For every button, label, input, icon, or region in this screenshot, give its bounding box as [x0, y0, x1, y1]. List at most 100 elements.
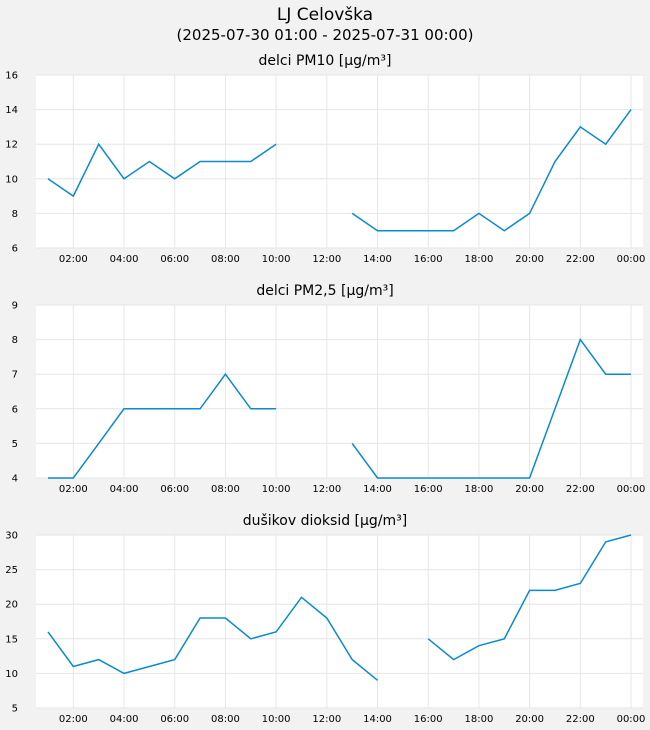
pm25-data-point: [553, 407, 557, 411]
pm10-data-point: [502, 229, 506, 233]
no2-plot-area: [36, 535, 643, 708]
pm10-data-point: [223, 160, 227, 164]
x-tick-label: 10:00: [262, 254, 291, 265]
x-tick-label: 16:00: [414, 254, 443, 265]
y-tick-label: 9: [12, 301, 18, 312]
x-tick-label: 14:00: [363, 714, 392, 725]
pm10-data-point: [274, 142, 278, 146]
page-title: LJ Celovška: [277, 5, 373, 25]
x-tick-label: 20:00: [515, 714, 544, 725]
x-tick-label: 22:00: [566, 484, 595, 495]
pm25-data-point: [274, 407, 278, 411]
y-tick-label: 20: [5, 600, 18, 611]
pm25-data-point: [578, 338, 582, 342]
x-tick-label: 10:00: [262, 484, 291, 495]
x-tick-label: 16:00: [414, 714, 443, 725]
pm25-chart-title: delci PM2,5 [µg/m³]: [256, 283, 393, 299]
pm10-data-point: [528, 211, 532, 215]
pm25-data-point: [528, 476, 532, 480]
pm10-data-point: [122, 177, 126, 181]
no2-data-point: [629, 533, 633, 537]
y-tick-label: 5: [12, 704, 18, 715]
x-tick-label: 00:00: [617, 254, 646, 265]
pm10-data-point: [46, 177, 50, 181]
no2-data-point: [173, 658, 177, 662]
pm25-data-point: [46, 476, 50, 480]
x-tick-label: 04:00: [110, 714, 139, 725]
pm25-data-point: [629, 372, 633, 376]
x-tick-label: 06:00: [160, 254, 189, 265]
y-tick-label: 12: [5, 140, 18, 151]
no2-data-point: [350, 658, 354, 662]
x-tick-label: 08:00: [211, 254, 240, 265]
y-tick-label: 15: [5, 634, 18, 645]
y-tick-label: 6: [12, 404, 18, 415]
x-tick-label: 00:00: [617, 714, 646, 725]
no2-data-point: [477, 644, 481, 648]
pm10-data-point: [147, 160, 151, 164]
pm25-data-point: [147, 407, 151, 411]
pm25-data-point: [173, 407, 177, 411]
pm10-data-point: [401, 229, 405, 233]
pm25-data-point: [97, 441, 101, 445]
no2-data-point: [223, 616, 227, 620]
no2-data-point: [46, 630, 50, 634]
pm25-data-point: [71, 476, 75, 480]
x-tick-label: 06:00: [160, 714, 189, 725]
pm10-series-line: [47, 142, 277, 198]
pm25-data-point: [477, 476, 481, 480]
pm25-data-point: [604, 372, 608, 376]
x-tick-label: 18:00: [464, 254, 493, 265]
pm10-data-point: [350, 211, 354, 215]
no2-data-point: [604, 540, 608, 544]
pm25-data-point: [198, 407, 202, 411]
x-tick-label: 12:00: [312, 714, 341, 725]
no2-data-point: [299, 595, 303, 599]
pm10-series-line: [351, 109, 632, 232]
no2-data-point: [426, 637, 430, 641]
pm10-data-point: [426, 229, 430, 233]
y-tick-label: 10: [5, 174, 18, 185]
x-tick-label: 08:00: [211, 484, 240, 495]
x-tick-label: 14:00: [363, 484, 392, 495]
no2-data-point: [249, 637, 253, 641]
pm25-data-point: [401, 476, 405, 480]
pm25-plot-area: [36, 305, 643, 478]
pm25-panel: delci PM2,5 [µg/m³] 4 5 6 7 8 9 02:00 04:00 06:0…: [12, 283, 646, 495]
pm10-data-point: [578, 125, 582, 129]
pm10-data-point: [249, 160, 253, 164]
no2-data-point: [578, 581, 582, 585]
x-tick-label: 04:00: [110, 484, 139, 495]
pm25-data-point: [350, 441, 354, 445]
pm25-data-point: [452, 476, 456, 480]
x-tick-label: 02:00: [59, 484, 88, 495]
no2-data-point: [376, 678, 380, 682]
x-tick-label: 22:00: [566, 254, 595, 265]
no2-series-line: [427, 534, 632, 661]
x-tick-label: 20:00: [515, 484, 544, 495]
y-tick-label: 30: [5, 531, 18, 542]
y-tick-label: 4: [12, 474, 18, 485]
x-tick-label: 00:00: [617, 484, 646, 495]
pm10-data-point: [97, 142, 101, 146]
pm25-data-point: [223, 372, 227, 376]
x-tick-label: 18:00: [464, 714, 493, 725]
no2-data-point: [553, 588, 557, 592]
y-tick-label: 7: [12, 370, 18, 381]
pm25-data-point: [376, 476, 380, 480]
y-tick-label: 10: [5, 669, 18, 680]
no2-data-point: [502, 637, 506, 641]
x-tick-label: 02:00: [59, 254, 88, 265]
no2-data-point: [122, 671, 126, 675]
x-tick-label: 10:00: [262, 714, 291, 725]
pm10-plot-area: [36, 75, 643, 248]
x-tick-label: 18:00: [464, 484, 493, 495]
pm10-data-point: [452, 229, 456, 233]
no2-data-point: [198, 616, 202, 620]
pm25-series-line: [48, 372, 277, 479]
no2-chart-title: dušikov dioksid [µg/m³]: [243, 513, 408, 529]
no2-data-point: [325, 616, 329, 620]
pm10-data-point: [553, 160, 557, 164]
y-tick-label: 25: [5, 565, 18, 576]
